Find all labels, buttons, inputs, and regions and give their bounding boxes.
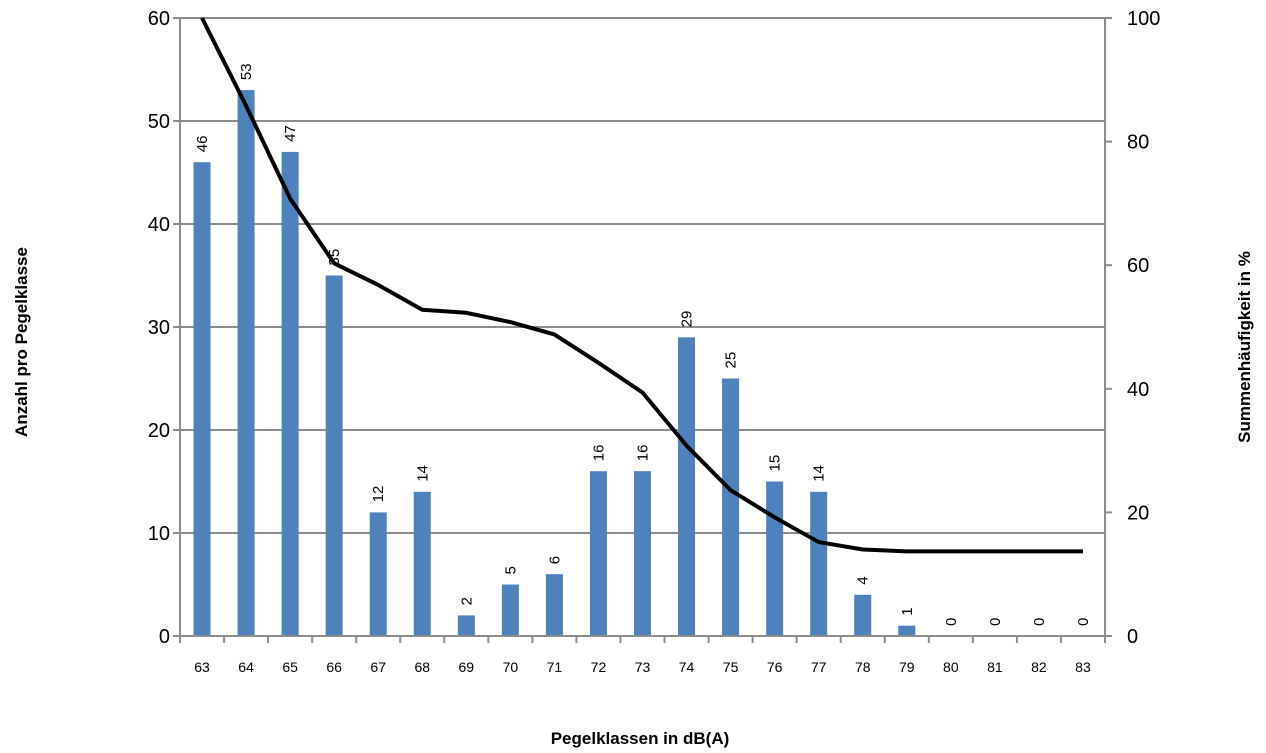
data-label: 35 <box>326 249 343 266</box>
bar <box>545 574 563 636</box>
data-label: 14 <box>414 465 431 482</box>
x-tick-label: 68 <box>414 659 430 675</box>
data-label: 46 <box>194 136 211 153</box>
data-label: 5 <box>502 566 519 574</box>
x-tick-label: 78 <box>855 659 871 675</box>
y-tick-label: 30 <box>148 317 170 339</box>
data-label: 0 <box>943 618 960 626</box>
bar <box>898 625 916 636</box>
data-label: 1 <box>899 607 916 615</box>
y-tick-label: 40 <box>148 214 170 236</box>
x-tick-label: 63 <box>194 659 210 675</box>
x-tick-label: 72 <box>591 659 607 675</box>
x-tick-label: 64 <box>238 659 254 675</box>
x-tick-label: 75 <box>723 659 739 675</box>
bar <box>325 275 343 636</box>
bar <box>766 481 784 636</box>
data-label: 15 <box>767 455 784 472</box>
x-tick-label: 74 <box>679 659 695 675</box>
y-tick-label: 0 <box>159 626 170 648</box>
bar <box>457 615 475 636</box>
y2-tick-label: 100 <box>1127 8 1160 30</box>
x-tick-label: 77 <box>811 659 827 675</box>
bar <box>501 584 519 636</box>
x-tick-label: 71 <box>547 659 563 675</box>
data-label: 4 <box>855 576 872 584</box>
bar <box>634 471 651 636</box>
data-label: 0 <box>1075 618 1092 626</box>
y-tick-label: 50 <box>148 111 170 133</box>
bar-series <box>193 90 916 637</box>
x-tick-label: 80 <box>943 659 959 675</box>
bar <box>678 337 696 636</box>
x-tick-label: 76 <box>767 659 783 675</box>
data-label: 2 <box>458 597 475 605</box>
x-tick-label: 69 <box>459 659 475 675</box>
data-label: 25 <box>723 352 740 369</box>
y-tick-label: 20 <box>148 420 170 442</box>
y-tick-label: 10 <box>148 523 170 545</box>
data-label: 47 <box>282 125 299 142</box>
data-label: 53 <box>238 63 255 80</box>
y-tick-label: 60 <box>148 8 170 30</box>
data-label: 12 <box>370 486 387 503</box>
data-label: 16 <box>635 445 652 462</box>
data-label: 0 <box>987 618 1004 626</box>
y2-tick-label: 60 <box>1127 255 1149 277</box>
y2-tick-label: 0 <box>1127 626 1138 648</box>
y2-tick-label: 40 <box>1127 379 1149 401</box>
x-tick-label: 79 <box>899 659 915 675</box>
x-tick-label: 70 <box>503 659 519 675</box>
y-axis-title: Anzahl pro Pegelklasse <box>12 247 31 437</box>
y2-tick-label: 20 <box>1127 502 1149 524</box>
bar <box>810 491 828 636</box>
x-tick-label: 83 <box>1075 659 1091 675</box>
x-tick-label: 67 <box>370 659 386 675</box>
cumulative-line-series <box>200 17 1083 554</box>
bar <box>369 512 387 636</box>
data-label: 6 <box>546 556 563 564</box>
bar <box>193 162 211 636</box>
bar <box>281 151 299 636</box>
bar <box>413 491 431 636</box>
category-labels: 63 64 65 66 67 68 69 70 71 72 73 74 75 76 77 78 79 80 81 82… <box>179 636 1106 675</box>
x-tick-label: 82 <box>1031 659 1047 675</box>
cumulative-line <box>200 17 1083 554</box>
right-axis-ticks: 0 20 40 60 80 100 <box>1105 8 1160 648</box>
data-label: 29 <box>679 311 696 328</box>
x-tick-label: 65 <box>282 659 298 675</box>
data-label: 0 <box>1031 618 1048 626</box>
data-label: 16 <box>590 445 607 462</box>
y2-tick-label: 80 <box>1127 132 1149 154</box>
x-tick-label: 81 <box>987 659 1003 675</box>
bar <box>237 90 255 637</box>
bar <box>722 378 740 636</box>
bar <box>854 594 872 636</box>
x-tick-label: 66 <box>326 659 342 675</box>
data-label: 14 <box>811 465 828 482</box>
y2-axis-title: Summenhäufigkeit in % <box>1235 251 1254 443</box>
x-tick-label: 73 <box>635 659 651 675</box>
left-axis-ticks: 0 10 20 30 40 50 60 <box>148 8 180 648</box>
x-axis-title: Pegelklassen in dB(A) <box>551 729 730 748</box>
bar <box>589 471 607 636</box>
